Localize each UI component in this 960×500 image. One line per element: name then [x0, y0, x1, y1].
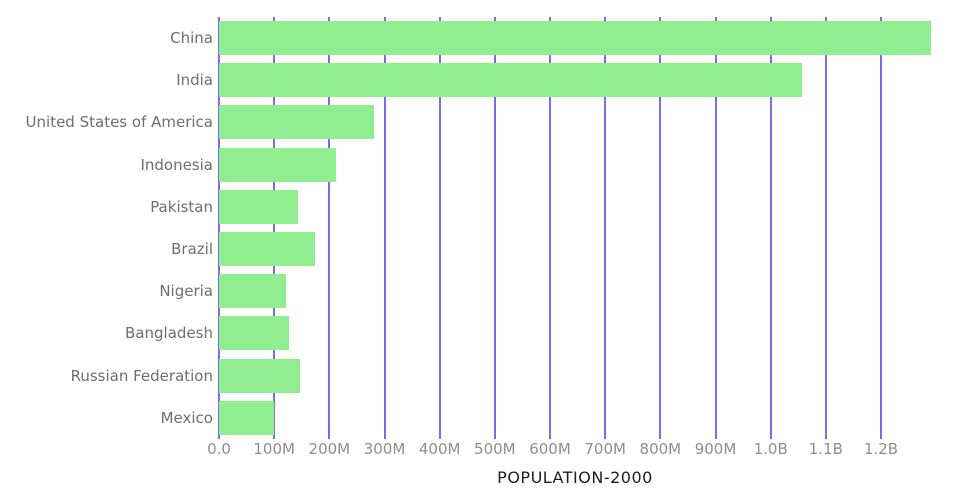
x-tick-label: 900M [694, 440, 737, 458]
bar-row [219, 101, 931, 143]
bar-brazil [219, 232, 316, 267]
x-tick-label: 200M [308, 440, 351, 458]
gridline-300M [383, 17, 386, 439]
category-label: Nigeria [159, 282, 213, 301]
gridline-800M [659, 17, 662, 439]
bar-row [219, 186, 931, 228]
x-tick-label: 600M [529, 440, 571, 458]
category-label: India [176, 71, 213, 90]
category-label: Pakistan [150, 197, 213, 216]
bar-india [219, 63, 802, 98]
category-label: United States of America [25, 113, 213, 132]
bar-mexico [219, 400, 274, 435]
gridline-700M [604, 17, 607, 439]
gridline-1.0B [769, 17, 772, 439]
category-label: Russian Federation [70, 366, 213, 385]
x-tick-label: 0.0 [207, 440, 231, 458]
bar-row [219, 355, 931, 397]
category-label: Mexico [160, 408, 213, 427]
bar-indonesia [219, 147, 336, 182]
gridline-1.1B [824, 17, 827, 439]
bar-bangladesh [219, 316, 290, 351]
x-tick-label: 1.1B [808, 440, 843, 458]
x-tick-label: 1.0B [753, 440, 788, 458]
x-tick-label: 1.2B [863, 440, 899, 458]
x-tick-label: 300M [363, 440, 406, 458]
category-label: Bangladesh [125, 324, 213, 343]
gridline-200M [328, 17, 331, 439]
bar-row [219, 59, 931, 101]
gridline-1.2B [880, 17, 883, 439]
category-label: Brazil [171, 240, 213, 258]
bar-row [219, 144, 931, 186]
bar-pakistan [219, 189, 298, 224]
bar-row [219, 17, 931, 59]
x-axis-tick-labels: 0.0 100M 200M 300M 400M 500M 600M 700M 800M 900M 1… [0, 439, 960, 458]
gridline-100M [273, 17, 276, 439]
gridline-500M [493, 17, 496, 439]
x-tick-label: 500M [474, 440, 516, 458]
bar-row [219, 270, 931, 312]
category-label: Indonesia [140, 155, 213, 174]
gridline-0.0 [218, 17, 220, 439]
gridline-400M [438, 17, 441, 439]
plot-area [218, 17, 931, 439]
x-tick-label: 800M [639, 440, 682, 458]
bar-russian-federation [219, 358, 300, 393]
gridline-900M [714, 17, 717, 439]
x-axis-title: POPULATION-2000 [497, 468, 653, 487]
bar-row [219, 397, 931, 439]
x-tick-label: 100M [253, 440, 295, 458]
bar-nigeria [219, 274, 287, 309]
category-label: China [170, 29, 213, 47]
bar-row [219, 312, 931, 354]
bar-row [219, 228, 931, 270]
x-tick-label: 400M [418, 440, 461, 458]
bar-united-states-of-america [219, 105, 375, 140]
bar-china [219, 21, 931, 56]
gridline-600M [549, 17, 551, 439]
x-tick-label: 700M [584, 440, 626, 458]
